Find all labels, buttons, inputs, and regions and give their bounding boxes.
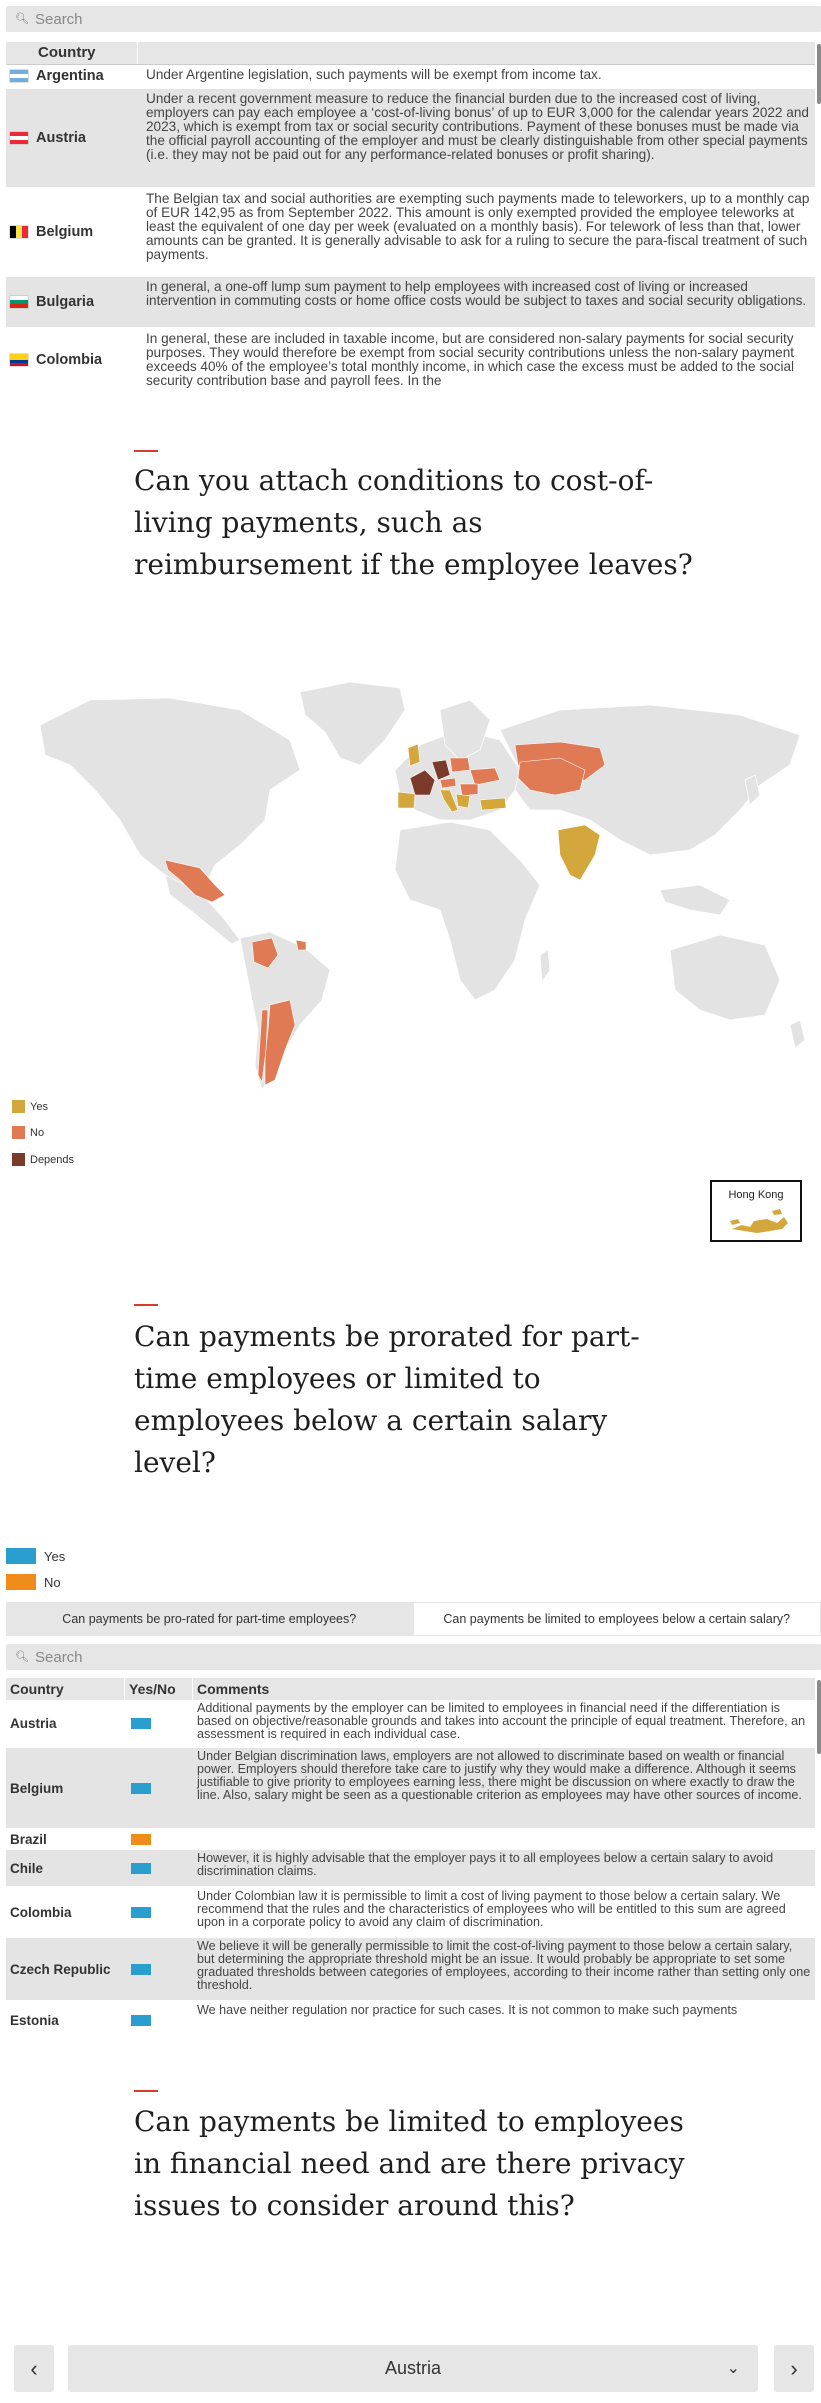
map-country-turkey	[479, 797, 507, 811]
tab-limited-salary[interactable]: Can payments be limited to employees bel…	[412, 1602, 821, 1636]
table-row: Colombia In general, these are included …	[6, 329, 815, 392]
map-land	[669, 934, 781, 1021]
table-row: Colombia Under Colombian law it is permi…	[6, 1888, 815, 1938]
chevron-right-icon: ›	[790, 2355, 798, 2381]
belgium-flag-icon	[10, 226, 28, 238]
table-scrollbar[interactable]	[817, 44, 821, 104]
map-country-colombia	[251, 937, 279, 969]
search-bar-table2: 🔍︎	[6, 1644, 821, 1670]
table-row: Bulgaria In general, a one-off lump sum …	[6, 277, 815, 329]
search-icon: 🔍︎	[15, 1650, 29, 1663]
search-input-table2[interactable]	[35, 1645, 821, 1669]
map-country-venezuela	[295, 939, 307, 951]
search-icon: 🔍︎	[15, 12, 29, 25]
column-header-yes-no[interactable]: Yes/No	[125, 1678, 193, 1700]
map-country-austria	[439, 777, 457, 789]
search-bar-top: 🔍︎	[6, 6, 821, 32]
table-header: Country Yes/No Comments	[6, 1678, 815, 1700]
heading-accent-line	[134, 450, 158, 452]
table-row: Estonia We have neither regulation nor p…	[6, 2002, 815, 2030]
map-land	[164, 874, 241, 945]
table-row: Austria Under a recent government measur…	[6, 89, 815, 189]
answer-yes-swatch	[131, 1717, 151, 1729]
map-country-france	[409, 769, 436, 796]
legend-yes: Yes	[6, 1548, 65, 1564]
argentina-flag-icon	[10, 70, 28, 82]
map-land	[744, 774, 761, 806]
map-country-uk	[407, 743, 421, 767]
section-title-financial-need: Can payments be limited to employees in …	[134, 2105, 685, 2222]
table-row: Argentina Under Argentine legislation, s…	[6, 65, 815, 89]
map-country-germany	[431, 759, 451, 781]
answer-yes-swatch	[131, 1963, 151, 1975]
map-country-mexico	[164, 859, 226, 903]
heading-accent-line	[134, 2090, 158, 2092]
map-legend-no: No	[12, 1126, 44, 1139]
table-row: Austria Additional payments by the emplo…	[6, 1700, 815, 1748]
map-land	[539, 949, 551, 984]
map-legend-depends: Depends	[12, 1153, 74, 1166]
map-land	[789, 1019, 806, 1049]
map-land	[499, 704, 801, 856]
table-row: Czech Republic We believe it will be gen…	[6, 1938, 815, 2002]
map-country-poland	[449, 757, 471, 773]
map-country-chile	[257, 1009, 269, 1083]
map-country-italy	[439, 789, 459, 813]
colombia-flag-icon	[10, 354, 28, 366]
map-land	[439, 699, 491, 761]
column-header-comments[interactable]: Comments	[197, 1681, 270, 1697]
answer-yes-swatch	[131, 1862, 151, 1874]
table-row: Chile However, it is highly advisable th…	[6, 1850, 815, 1888]
hong-kong-map	[730, 1209, 788, 1233]
table-row: Belgium The Belgian tax and social autho…	[6, 189, 815, 277]
map-country-romania	[459, 783, 479, 797]
map-land	[39, 697, 301, 891]
column-header-country[interactable]: Country	[6, 1678, 125, 1700]
hong-kong-inset[interactable]: Hong Kong	[710, 1180, 802, 1242]
table-row: Brazil	[6, 1830, 815, 1850]
country-select[interactable]: Austria ⌄	[68, 2345, 758, 2392]
map-land	[659, 884, 731, 916]
answer-yes-swatch	[131, 2014, 151, 2026]
salary-limit-table: Country Yes/No Comments Austria Addition…	[6, 1678, 815, 2030]
map-country-ukraine	[469, 767, 501, 786]
map-country-balkans	[455, 793, 471, 809]
section-title-prorated: Can payments be prorated for part-time e…	[134, 1320, 640, 1479]
table-row: Belgium Under Belgian discrimination law…	[6, 1748, 815, 1830]
country-select-value: Austria	[384, 2358, 442, 2378]
map-land	[299, 681, 406, 766]
table2-scrollbar[interactable]	[817, 1680, 821, 1754]
answer-yes-swatch	[131, 1906, 151, 1918]
map-country-india	[557, 824, 601, 881]
next-country-button[interactable]: ›	[774, 2345, 814, 2392]
legend-no: No	[6, 1574, 61, 1590]
map-country-argentina	[264, 999, 296, 1086]
answer-no-swatch	[131, 1833, 151, 1845]
table-header: Country	[6, 42, 815, 65]
prev-country-button[interactable]: ‹	[14, 2345, 54, 2392]
map-country-kazakhstan	[517, 757, 586, 796]
answer-yes-swatch	[131, 1782, 151, 1794]
map-legend-yes: Yes	[12, 1100, 48, 1113]
section-title-conditions: Can you attach conditions to cost-of-liv…	[134, 464, 693, 581]
austria-flag-icon	[10, 132, 28, 144]
tax-treatment-table: Country Argentina Under Argentine legisl…	[6, 42, 815, 392]
search-input-top[interactable]	[35, 7, 821, 31]
hong-kong-inset-title: Hong Kong	[728, 1189, 784, 1201]
chevron-left-icon: ‹	[30, 2355, 38, 2381]
bulgaria-flag-icon	[10, 296, 28, 308]
column-header-country[interactable]: Country	[32, 42, 138, 64]
heading-accent-line	[134, 1304, 158, 1306]
question-tabs: Can payments be pro-rated for part-time …	[6, 1602, 821, 1636]
chevron-down-icon: ⌄	[726, 2360, 740, 2377]
tab-pro-rated[interactable]: Can payments be pro-rated for part-time …	[6, 1602, 413, 1636]
map-land	[394, 821, 541, 1001]
map-country-spain	[397, 791, 416, 809]
world-map	[39, 681, 806, 1091]
